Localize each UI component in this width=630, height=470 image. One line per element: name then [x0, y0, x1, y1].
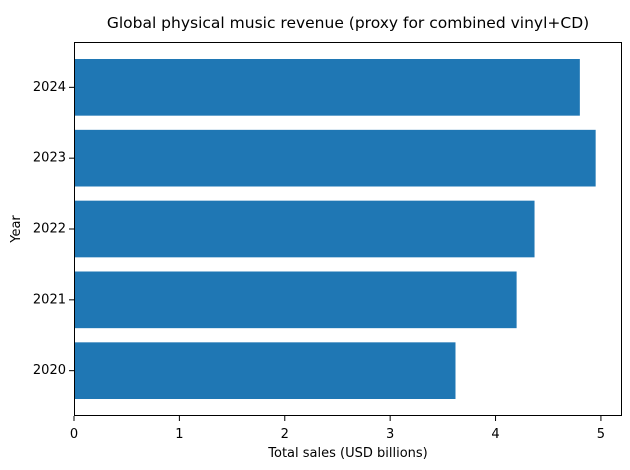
x-tick-label-1: 1	[175, 427, 183, 442]
bars-group	[74, 59, 596, 399]
chart-title: Global physical music revenue (proxy for…	[107, 14, 589, 32]
bar-2022	[74, 200, 535, 258]
bar-2021	[74, 271, 517, 329]
y-tick-label-2022: 2022	[33, 222, 66, 237]
y-axis-ticks: 2020 2021 2022 2023 2024	[33, 80, 74, 378]
y-tick-label-2023: 2023	[33, 151, 66, 166]
x-axis-ticks: 0 1 2 3 4 5	[70, 416, 605, 442]
x-tick-label-4: 4	[491, 427, 499, 442]
y-axis-label: Year	[9, 215, 24, 244]
x-tick-label-5: 5	[597, 427, 605, 442]
y-tick-label-2021: 2021	[33, 292, 66, 307]
x-tick-label-3: 3	[386, 427, 394, 442]
x-tick-label-2: 2	[281, 427, 289, 442]
x-tick-label-0: 0	[70, 427, 78, 442]
y-tick-label-2024: 2024	[33, 80, 66, 95]
bar-2023	[74, 129, 596, 187]
x-axis-label: Total sales (USD billions)	[267, 446, 427, 461]
bar-2020	[74, 342, 456, 399]
plot-frame	[74, 42, 622, 416]
y-tick-label-2020: 2020	[33, 363, 66, 378]
bar-2024	[74, 59, 580, 116]
